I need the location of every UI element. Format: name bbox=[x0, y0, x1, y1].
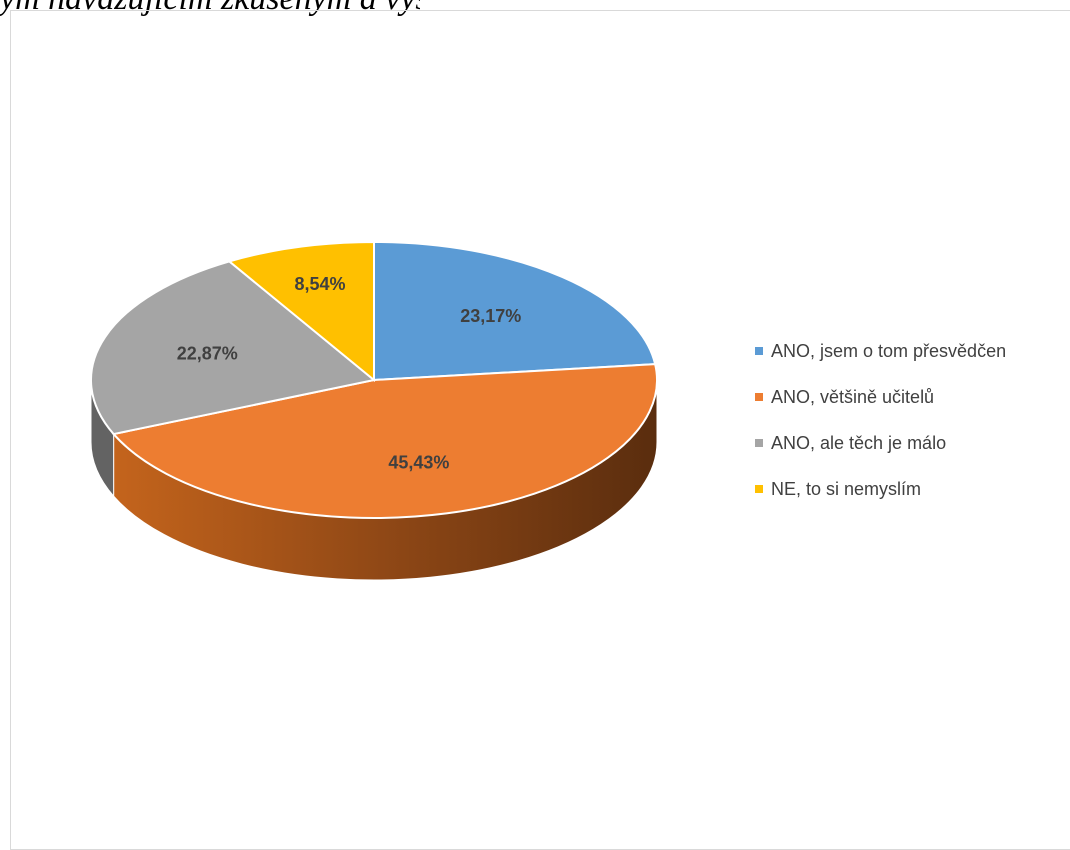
pie-chart: 23,17% 45,43% 22,87% 8,54% bbox=[90, 240, 658, 581]
legend-swatch bbox=[755, 485, 763, 493]
data-label: 22,87% bbox=[177, 343, 238, 363]
legend-item: ANO, většině učitelů bbox=[755, 386, 1006, 408]
legend-item: NE, to si nemyslím bbox=[755, 478, 1006, 500]
legend-swatch bbox=[755, 393, 763, 401]
page-text-fragment: ym navazujícím zkušeným a vysvětlujícím,… bbox=[0, 0, 420, 20]
legend-swatch bbox=[755, 347, 763, 355]
legend-label: ANO, ale těch je málo bbox=[771, 432, 947, 453]
data-label: 8,54% bbox=[294, 274, 345, 294]
pie-slice bbox=[373, 240, 657, 382]
legend-swatch bbox=[755, 439, 763, 447]
legend-label: ANO, většině učitelů bbox=[771, 386, 935, 407]
data-label: 23,17% bbox=[460, 306, 521, 326]
legend-label: NE, to si nemyslím bbox=[771, 478, 922, 499]
pie-slice bbox=[227, 240, 375, 383]
legend-item: ANO, jsem o tom přesvědčen bbox=[755, 340, 1006, 362]
legend-label: ANO, jsem o tom přesvědčen bbox=[771, 340, 1007, 361]
pie-slice bbox=[111, 363, 658, 519]
legend-item: ANO, ale těch je málo bbox=[755, 432, 1006, 454]
pie-slice bbox=[90, 260, 377, 436]
data-label: 45,43% bbox=[388, 453, 449, 473]
chart-legend: ANO, jsem o tom přesvědčen ANO, většině … bbox=[755, 340, 1006, 524]
